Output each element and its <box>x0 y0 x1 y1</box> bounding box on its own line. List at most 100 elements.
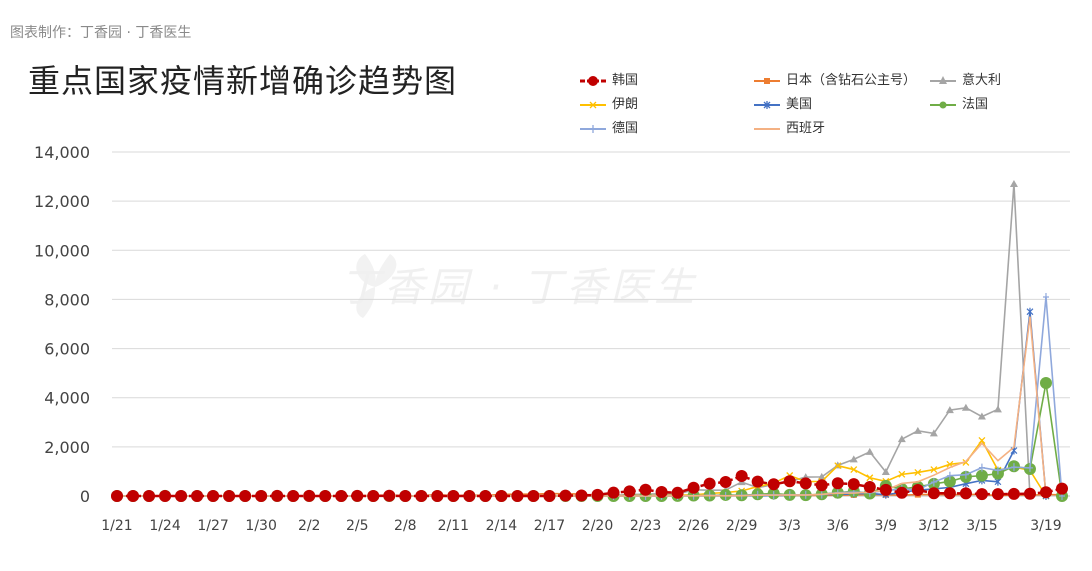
data-point <box>1042 292 1049 301</box>
data-point <box>511 490 524 502</box>
data-point <box>962 470 969 479</box>
data-point <box>911 484 924 497</box>
x-tick-label: 3/12 <box>918 518 949 534</box>
x-tick-label: 2/20 <box>582 518 613 534</box>
data-point <box>961 403 970 411</box>
data-point <box>850 466 858 474</box>
data-point <box>849 455 858 463</box>
x-tick-label: 1/21 <box>101 518 132 534</box>
x-tick-label: 3/6 <box>826 518 849 534</box>
data-point <box>575 489 588 502</box>
data-point <box>831 477 844 490</box>
x-tick-label: 1/30 <box>245 518 276 534</box>
series-line <box>117 316 1047 497</box>
data-point <box>1023 487 1036 500</box>
data-point <box>865 447 874 455</box>
data-point <box>479 490 492 502</box>
data-point <box>255 490 268 502</box>
legend-label: 德国 <box>612 121 639 136</box>
data-point <box>415 490 428 502</box>
data-point <box>239 490 252 502</box>
series-line <box>117 296 1063 497</box>
x-tick-label: 1/27 <box>197 518 228 534</box>
data-point <box>1007 487 1020 500</box>
data-point <box>495 490 508 502</box>
legend-label: 伊朗 <box>612 97 639 112</box>
data-point <box>991 488 1004 501</box>
data-point <box>223 490 236 502</box>
legend-label: 西班牙 <box>786 121 826 136</box>
data-point <box>847 478 860 491</box>
watermark: 丁香园 · 丁香医生 <box>340 265 699 311</box>
data-point <box>913 426 922 434</box>
y-tick-label: 10,000 <box>34 241 90 260</box>
x-tick-label: 3/3 <box>778 518 801 534</box>
data-point <box>799 477 812 490</box>
data-point <box>943 475 956 488</box>
data-point <box>655 486 668 499</box>
data-point <box>994 466 1001 475</box>
data-point <box>607 486 620 499</box>
data-point <box>271 489 284 502</box>
data-point <box>703 477 716 490</box>
data-point <box>959 487 972 500</box>
data-point <box>930 466 938 474</box>
legend-swatch <box>754 101 780 109</box>
y-tick-label: 12,000 <box>34 192 90 211</box>
data-point <box>175 489 188 502</box>
data-point <box>671 486 684 499</box>
data-point <box>817 472 826 480</box>
x-tick-label: 2/23 <box>630 518 661 534</box>
data-point <box>367 489 380 502</box>
legend-swatch <box>754 128 780 130</box>
data-point <box>978 463 985 472</box>
legend-label: 日本（含钻石公主号） <box>786 73 917 88</box>
x-tick-label: 3/9 <box>875 518 898 534</box>
chart-title: 重点国家疫情新增确诊趋势图 <box>28 62 458 100</box>
y-tick-label: 2,000 <box>44 438 90 457</box>
data-point <box>287 489 300 502</box>
data-point <box>319 490 332 502</box>
data-point <box>383 489 396 502</box>
x-tick-label: 2/26 <box>678 518 710 534</box>
data-point <box>930 478 937 487</box>
data-point <box>975 469 988 482</box>
data-point <box>463 490 476 502</box>
data-point <box>623 485 636 498</box>
data-point <box>719 475 732 488</box>
y-tick-label: 14,000 <box>34 143 90 162</box>
data-point <box>897 435 906 443</box>
data-point <box>943 487 956 500</box>
data-point <box>431 490 444 502</box>
data-point <box>1010 463 1017 472</box>
data-point <box>914 469 922 476</box>
legend-label: 美国 <box>786 97 813 112</box>
data-point <box>351 489 364 502</box>
data-point <box>303 489 316 502</box>
data-point <box>1039 376 1052 389</box>
data-point <box>767 478 780 491</box>
data-point <box>543 489 556 502</box>
data-point <box>751 475 764 488</box>
data-point <box>111 489 123 502</box>
data-point <box>143 490 156 502</box>
y-tick-label: 0 <box>80 487 90 506</box>
data-point <box>639 483 652 496</box>
data-point <box>399 489 412 502</box>
data-point <box>1039 486 1052 499</box>
x-tick-label: 2/17 <box>534 518 565 534</box>
x-tick-label: 1/24 <box>149 518 181 534</box>
data-point <box>447 489 460 502</box>
data-point <box>735 470 748 483</box>
y-tick-label: 8,000 <box>44 290 90 309</box>
data-point <box>881 467 890 475</box>
data-point <box>975 488 988 501</box>
x-tick-label: 3/19 <box>1030 518 1061 534</box>
data-point <box>783 475 796 488</box>
data-point <box>978 436 986 444</box>
legend-swatch <box>580 125 606 133</box>
data-point <box>559 489 572 502</box>
series-line <box>116 311 1047 497</box>
x-tick-label: 2/29 <box>726 518 757 534</box>
data-point <box>866 474 874 482</box>
